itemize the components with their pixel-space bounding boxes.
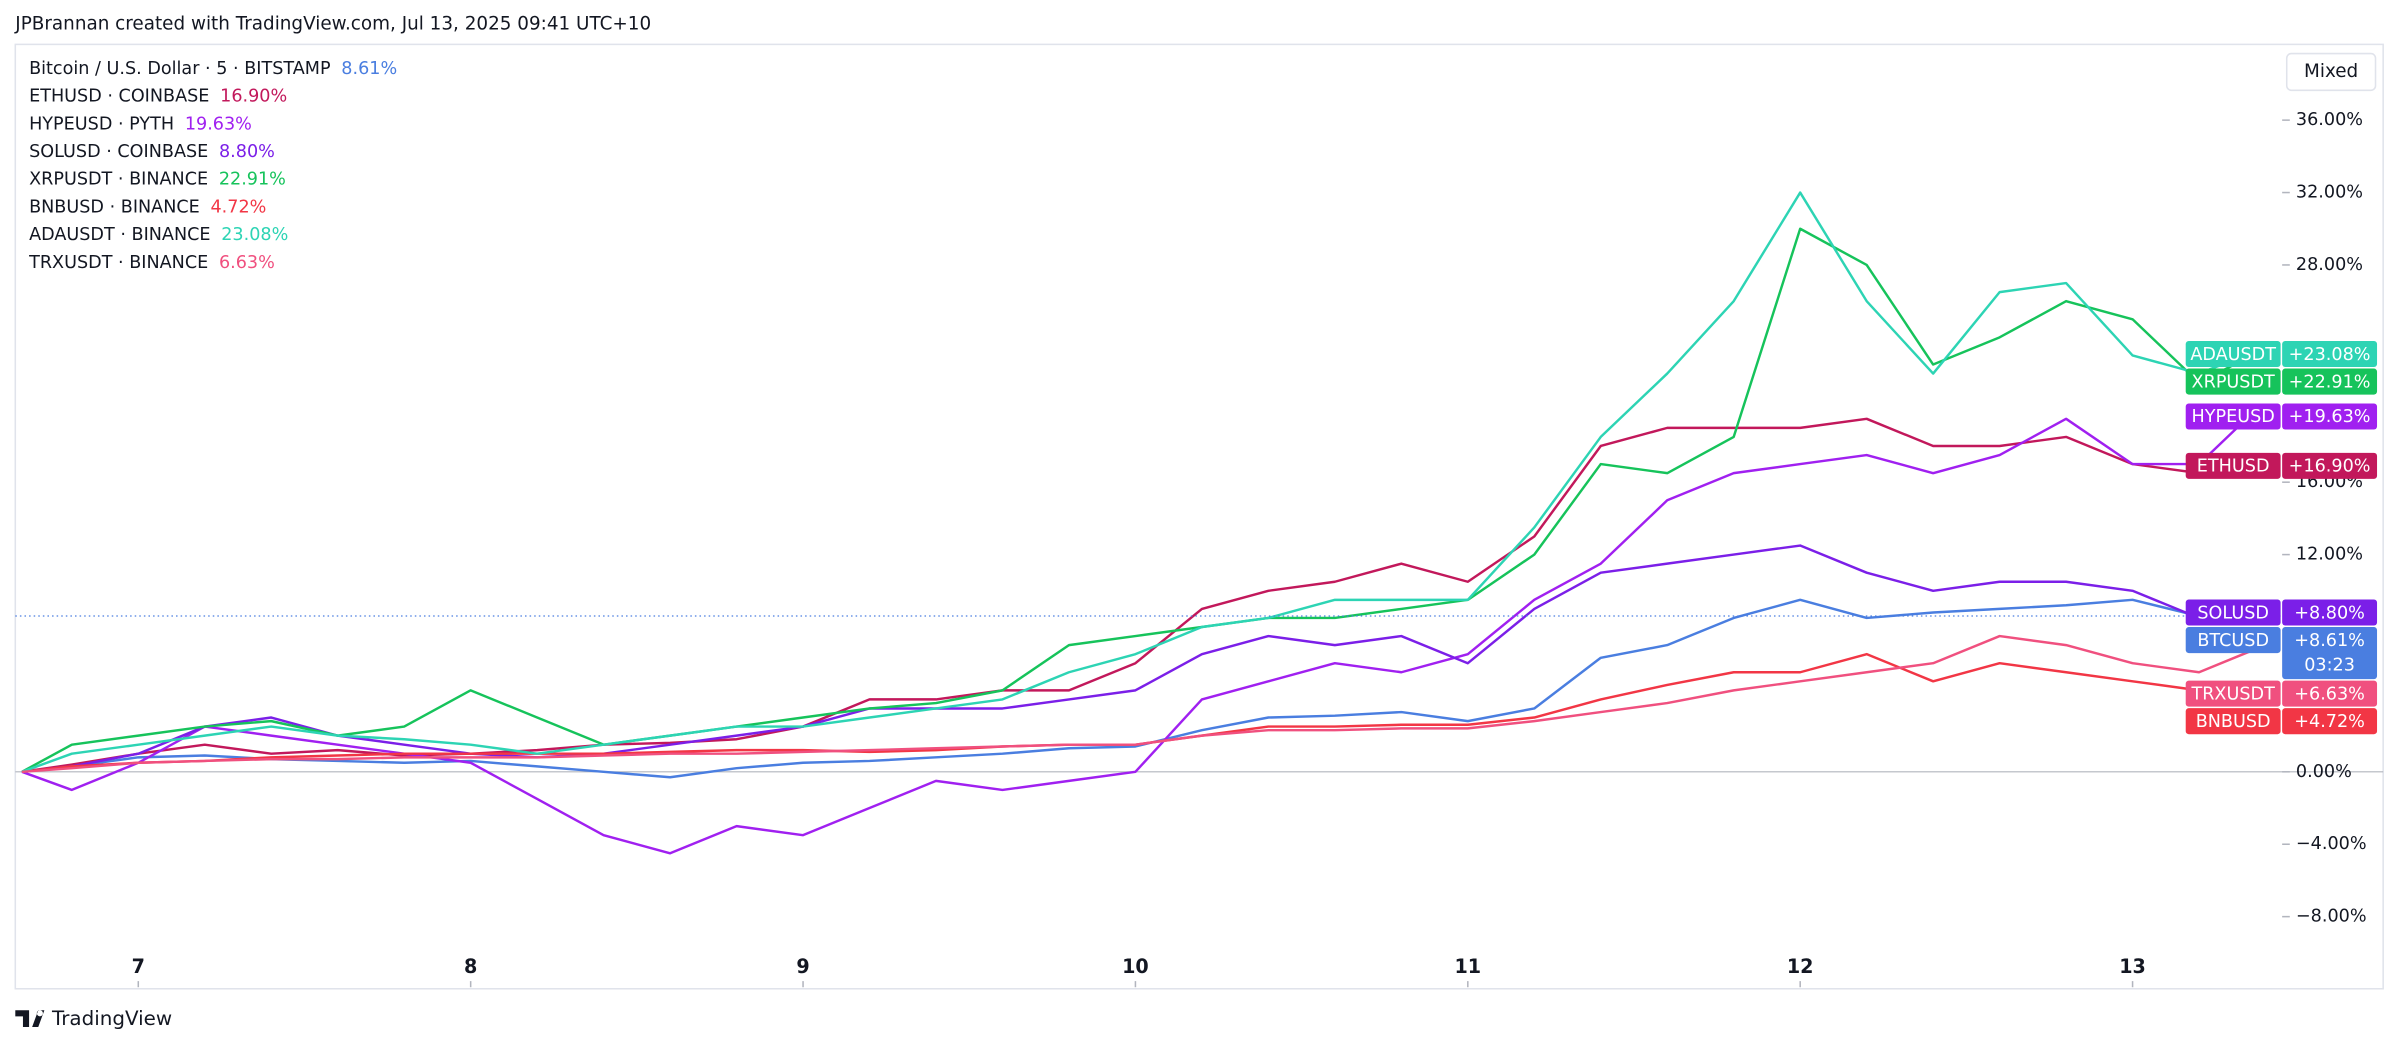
badge-value-box [2282, 680, 2378, 707]
badge-name-box [2185, 403, 2281, 430]
badge-value-box [2282, 627, 2378, 680]
badge-name: XRPUSDT [2192, 372, 2275, 392]
legend-name: ADAUSDT · BINANCE [29, 225, 210, 245]
badge-value: +8.61% [2294, 631, 2365, 651]
badge-name: BTCUSD [2197, 631, 2269, 651]
countdown: 03:23 [2304, 655, 2355, 675]
badge-name-box [2185, 599, 2281, 626]
y-tick-label: 28.00% [2296, 255, 2363, 275]
series-line [21, 544, 2250, 774]
badge-name: ETHUSD [2197, 457, 2270, 477]
legend-name: HYPEUSD · PYTH [29, 114, 174, 134]
series-line [21, 415, 2250, 855]
badge-name: SOLUSD [2197, 603, 2269, 623]
legend-value: 23.08% [221, 225, 288, 245]
x-tick-label: 12 [1787, 955, 1814, 978]
header: JPBrannan created with TradingView.com, … [14, 13, 651, 34]
x-tick-label: 8 [464, 955, 477, 978]
legend-value: 8.61% [341, 59, 397, 79]
series-line [21, 227, 2250, 773]
legend-value: 4.72% [210, 197, 266, 217]
badge-value: +4.72% [2294, 712, 2365, 732]
legend-name: TRXUSDT · BINANCE [28, 253, 208, 273]
badge-value-box [2282, 403, 2378, 430]
scale-button[interactable] [2285, 52, 2377, 92]
legend-value: 19.63% [185, 114, 252, 134]
badge-name-box [2185, 368, 2281, 395]
badge-value: +23.08% [2289, 345, 2371, 365]
badge-name: TRXUSDT [2190, 684, 2275, 704]
y-tick-label: −4.00% [2296, 834, 2367, 854]
badge-value-box [2282, 452, 2378, 479]
x-tick-label: 13 [2119, 955, 2146, 978]
legend-name: SOLUSD · COINBASE [29, 142, 208, 162]
y-tick-label: 36.00% [2296, 110, 2363, 130]
legend-name: XRPUSDT · BINANCE [29, 170, 208, 190]
y-tick-label: 12.00% [2296, 545, 2363, 565]
badge-value-box [2282, 708, 2378, 735]
legend-value: 22.91% [219, 170, 286, 190]
badge-name-box [2185, 341, 2281, 368]
x-tick-label: 11 [1454, 955, 1481, 978]
badge-name-box [2185, 452, 2281, 479]
y-tick-label: 32.00% [2296, 183, 2363, 203]
legend-name: BNBUSD · BINANCE [29, 197, 200, 217]
badge-value: +16.90% [2289, 457, 2371, 477]
badge-name: BNBUSD [2196, 712, 2271, 732]
legend-value: 16.90% [220, 87, 287, 107]
legend-name: ETHUSD · COINBASE [29, 87, 209, 107]
y-tick-label: 0.00% [2296, 762, 2352, 782]
legend-value: 6.63% [219, 253, 275, 273]
badge-value: +22.91% [2289, 372, 2371, 392]
badge-value-box [2282, 368, 2378, 395]
badge-value: +6.63% [2294, 684, 2365, 704]
badge-name: ADAUSDT [2190, 345, 2276, 365]
legend-name: Bitcoin / U.S. Dollar · 5 · BITSTAMP [29, 59, 331, 79]
x-tick-label: 9 [796, 955, 809, 978]
badge-name-box [2185, 680, 2281, 707]
badge-name-box [2185, 627, 2281, 654]
series-line [21, 191, 2250, 773]
x-tick-label: 7 [132, 955, 145, 978]
scale-button-label[interactable]: Mixed [2304, 61, 2358, 82]
badge-value: +8.80% [2294, 603, 2365, 623]
legend-value: 8.80% [219, 142, 275, 162]
series-line [21, 634, 2250, 774]
brand-logo [15, 1010, 45, 1028]
badge-value-box [2282, 599, 2378, 626]
y-tick-label: −8.00% [2296, 907, 2367, 927]
badge-name-box [2185, 708, 2281, 735]
badge-name: HYPEUSD [2192, 407, 2275, 427]
pane-border [14, 43, 2384, 990]
badge-value: +19.63% [2289, 407, 2371, 427]
badge-value-box [2282, 341, 2378, 368]
x-tick-label: 10 [1122, 955, 1149, 978]
brand: TradingView [51, 1007, 172, 1030]
